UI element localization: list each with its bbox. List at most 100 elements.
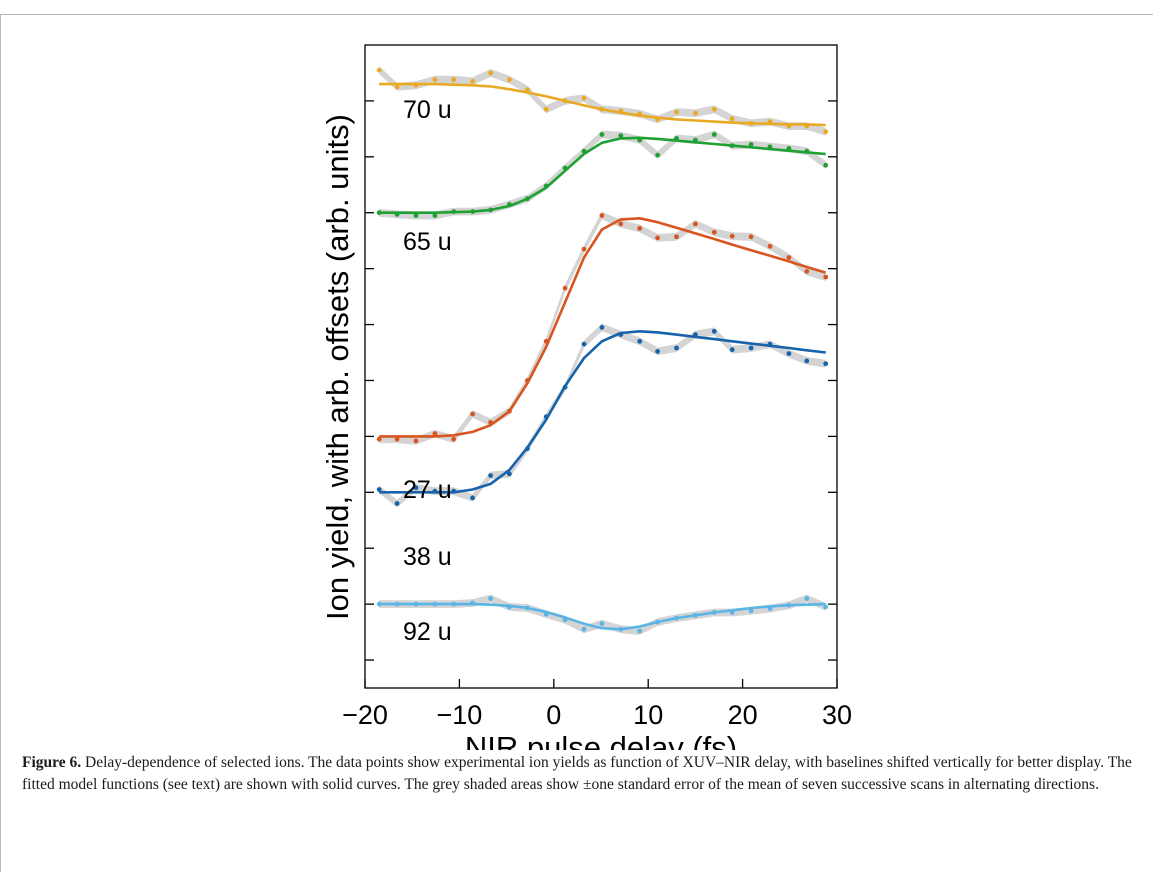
data-point-4-0: [376, 601, 382, 607]
data-point-1-24: [823, 162, 829, 168]
data-point-0-0: [376, 67, 382, 73]
data-point-2-16: [674, 234, 679, 240]
data-point-4-14: [637, 628, 643, 634]
data-point-4-15: [655, 619, 660, 625]
data-point-1-23: [804, 148, 810, 154]
data-point-2-23: [804, 269, 810, 274]
data-point-3-8: [525, 446, 530, 452]
data-point-4-8: [525, 605, 530, 611]
data-point-0-12: [599, 106, 605, 112]
data-point-2-2: [413, 438, 419, 444]
data-point-0-17: [693, 110, 698, 116]
caption-text: Delay-dependence of selected ions. The d…: [22, 754, 1132, 793]
data-point-0-16: [674, 109, 679, 115]
data-point-1-16: [674, 136, 679, 141]
data-point-4-3: [432, 601, 438, 607]
data-point-3-18: [711, 328, 717, 334]
data-point-0-15: [655, 117, 660, 122]
data-point-2-18: [711, 229, 717, 235]
data-point-0-1: [394, 84, 400, 90]
data-point-2-8: [525, 378, 530, 383]
data-point-1-17: [693, 137, 698, 143]
figure-caption: Figure 6. Delay-dependence of selected i…: [22, 752, 1132, 796]
data-point-3-12: [599, 325, 605, 330]
data-point-3-6: [488, 473, 493, 478]
data-point-2-0: [376, 436, 382, 442]
data-point-0-11: [581, 95, 587, 101]
x-tick-label-5: 30: [822, 700, 852, 730]
data-point-4-13: [618, 626, 624, 632]
data-point-1-13: [618, 133, 624, 139]
x-tick-label-0: −20: [342, 700, 388, 730]
data-point-0-18: [711, 106, 717, 112]
data-point-0-9: [543, 106, 549, 112]
data-point-3-1: [394, 501, 400, 506]
data-point-0-20: [748, 120, 754, 126]
data-point-0-6: [488, 70, 493, 76]
data-point-4-21: [767, 606, 773, 611]
data-point-4-24: [823, 604, 829, 610]
data-point-3-13: [618, 332, 624, 337]
data-point-1-22: [786, 146, 792, 151]
data-point-2-14: [637, 226, 643, 231]
plot-frame: [364, 44, 838, 689]
data-point-3-10: [562, 384, 568, 390]
error-band-layer: [379, 66, 826, 635]
x-tick-label-3: 10: [633, 700, 663, 730]
data-point-1-10: [562, 165, 568, 171]
data-point-0-8: [525, 87, 530, 93]
data-point-3-2: [413, 485, 419, 491]
fit-curve-3: [379, 329, 826, 494]
series-label-3: 38 u: [403, 543, 452, 571]
data-point-2-12: [599, 213, 605, 218]
data-point-2-22: [786, 255, 792, 260]
data-point-4-1: [394, 601, 400, 607]
data-point-4-20: [748, 608, 754, 614]
data-point-2-17: [693, 221, 698, 227]
data-point-2-15: [655, 235, 660, 241]
data-point-3-7: [507, 471, 512, 477]
data-point-0-19: [729, 116, 735, 122]
series-label-layer: 70 u 65 u 27 u 38 u 92 u: [403, 96, 452, 646]
data-point-3-14: [637, 338, 643, 344]
ion-yield-chart: −20 −10 0 10 20 30 70 u 65 u 27 u 38 u 92 u NIR p…: [320, 44, 852, 750]
data-point-1-9: [543, 183, 549, 189]
series-label-4: 92 u: [403, 618, 452, 646]
tick-layer: −20 −10 0 10 20 30: [342, 100, 852, 730]
data-point-0-4: [451, 77, 457, 83]
data-point-0-21: [767, 119, 773, 124]
data-point-3-16: [674, 345, 679, 351]
data-point-4-23: [804, 596, 810, 601]
data-point-3-24: [823, 361, 829, 367]
data-point-3-11: [581, 341, 587, 347]
data-point-1-20: [748, 142, 754, 147]
data-point-4-2: [413, 601, 419, 607]
series-label-0: 70 u: [403, 96, 452, 124]
data-point-3-19: [729, 347, 735, 353]
data-point-0-13: [618, 108, 624, 114]
data-point-1-7: [507, 202, 512, 207]
x-tick-label-4: 20: [728, 700, 758, 730]
data-point-3-0: [376, 487, 382, 492]
data-point-3-9: [543, 414, 549, 420]
error-band-3: [379, 323, 826, 508]
data-point-4-5: [470, 600, 475, 606]
data-point-3-23: [804, 358, 810, 364]
data-point-3-22: [786, 351, 792, 356]
data-point-0-23: [804, 123, 810, 129]
data-point-1-3: [432, 213, 438, 218]
data-point-1-2: [413, 213, 419, 218]
data-point-1-8: [525, 196, 530, 202]
data-point-4-18: [711, 610, 717, 615]
data-point-1-11: [581, 148, 587, 154]
data-point-4-10: [562, 617, 568, 623]
data-point-2-19: [729, 233, 735, 239]
data-point-1-1: [394, 212, 400, 217]
data-point-3-17: [693, 332, 698, 337]
data-point-0-2: [413, 82, 419, 88]
data-point-2-1: [394, 436, 400, 442]
data-point-3-20: [748, 345, 754, 351]
fit-curve-2: [379, 217, 827, 438]
data-point-2-5: [470, 411, 475, 417]
data-point-2-4: [451, 436, 457, 442]
